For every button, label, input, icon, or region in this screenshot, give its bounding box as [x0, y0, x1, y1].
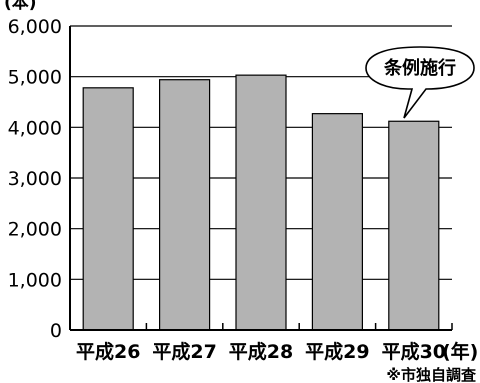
y-tick-label: 3,000 [8, 168, 62, 190]
y-tick-label: 6,000 [8, 16, 62, 38]
x-tick-label: 平成27 [152, 340, 216, 363]
bar-平成30 [388, 120, 440, 331]
y-tick-label: 4,000 [8, 117, 62, 139]
bar-平成26 [82, 87, 134, 331]
annotation-text: 条例施行 [383, 57, 456, 79]
annotation-bubble-shape [365, 46, 475, 119]
y-tick-label: 2,000 [8, 219, 62, 241]
y-tick-label: 1,000 [8, 269, 62, 291]
x-axis-labels: 平成26 平成27 平成28 平成29 平成30 [69, 323, 453, 363]
bar-平成27 [159, 79, 211, 331]
annotation-bubble: 条例施行 [365, 46, 475, 119]
x-tick-label: 平成30 [382, 340, 446, 363]
y-unit-label: (本) [4, 0, 37, 13]
x-tick-label: 平成26 [76, 340, 140, 363]
x-unit-label: (年) [442, 340, 478, 363]
x-tick-label: 平成28 [229, 340, 293, 363]
source-note: ※市独自調査 [386, 366, 477, 383]
y-tick-label: 0 [50, 320, 62, 342]
y-axis-ticks: 0 1,000 2,000 3,000 4,000 5,000 6,000 [8, 16, 62, 342]
x-tick-label: 平成29 [305, 340, 369, 363]
bars [82, 74, 440, 331]
y-tick-label: 5,000 [8, 67, 62, 89]
bar-平成29 [311, 113, 363, 331]
bar-平成28 [235, 74, 287, 331]
